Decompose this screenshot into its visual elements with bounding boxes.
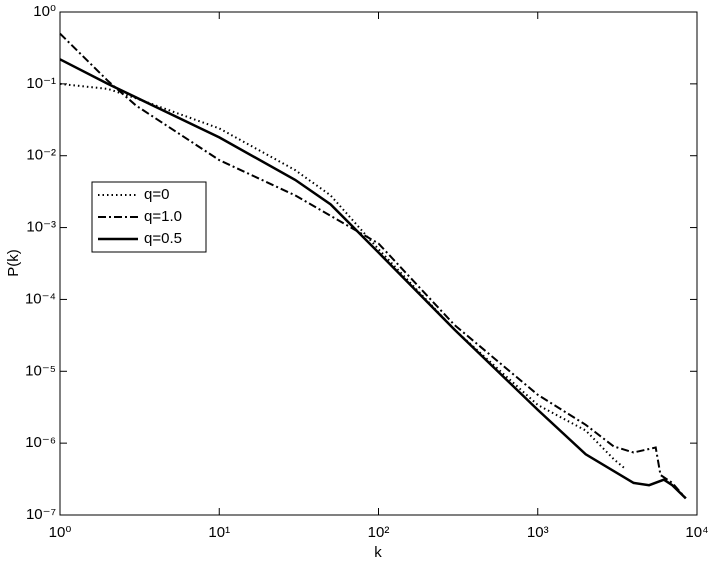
legend-label: q=1.0 <box>144 208 182 225</box>
y-tick-label: 10⁻⁷ <box>26 506 56 523</box>
series-line <box>59 58 687 500</box>
y-tick-label: 10⁻² <box>26 147 56 164</box>
legend-label: q=0 <box>144 186 169 203</box>
x-tick-label: 10¹ <box>208 524 230 541</box>
y-tick-label: 10⁰ <box>33 3 56 20</box>
y-tick-label: 10⁻⁴ <box>25 290 56 307</box>
legend: q=0 q=1.0 q=0.5 <box>91 181 207 253</box>
series-line <box>59 82 626 469</box>
x-tick-label: 10³ <box>527 524 549 541</box>
y-tick-label: 10⁻⁶ <box>25 434 56 451</box>
y-tick-label: 10⁻¹ <box>26 75 56 92</box>
x-tick-label: 10² <box>368 524 390 541</box>
x-tick-label: 10⁰ <box>49 524 72 541</box>
plot-frame <box>59 11 698 516</box>
legend-label: q=0.5 <box>144 230 182 247</box>
y-tick-label: 10⁻³ <box>26 219 56 236</box>
y-axis-label: P(k) <box>5 249 22 277</box>
series-line <box>59 32 687 500</box>
x-axis-label: k <box>374 544 382 561</box>
x-tick-label: 10⁴ <box>685 524 708 541</box>
y-tick-label: 10⁻⁵ <box>25 362 56 379</box>
